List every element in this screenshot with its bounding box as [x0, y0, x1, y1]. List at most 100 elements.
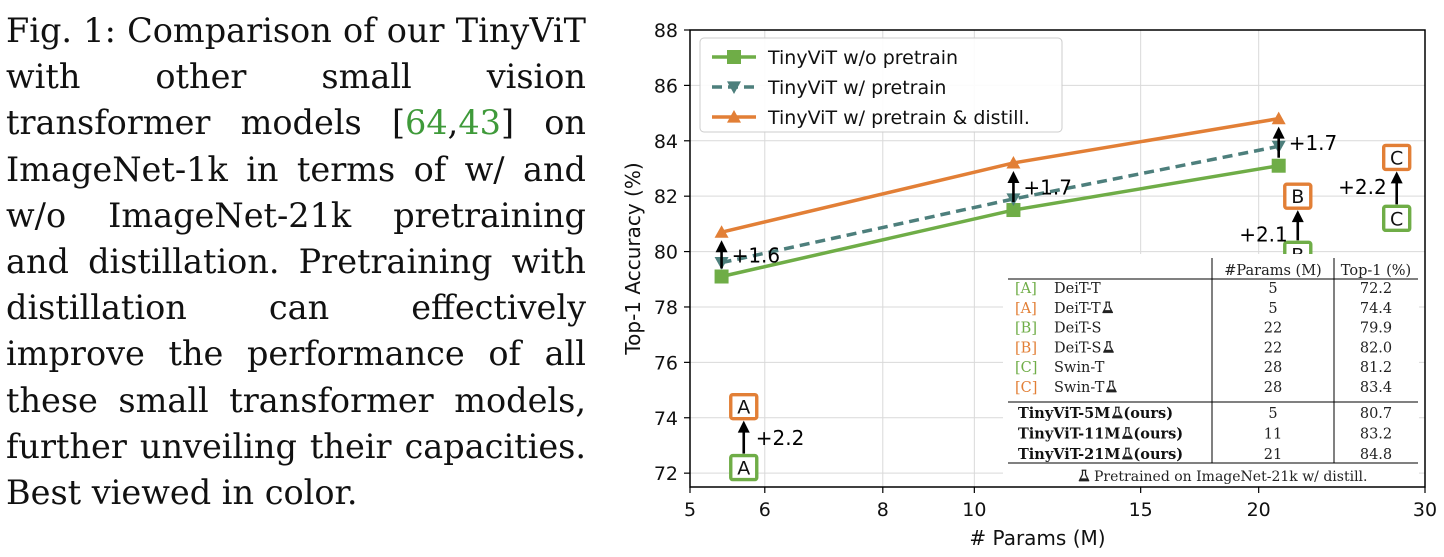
table-row-tag: [C]: [1015, 380, 1037, 396]
y-tick-label: 82: [654, 186, 678, 208]
y-tick-label: 88: [654, 20, 678, 42]
table-ours-top1: 80.7: [1360, 406, 1392, 422]
model-gain-label: +2.2: [756, 426, 805, 450]
table-row-params: 28: [1264, 360, 1282, 376]
flask-icon: [1122, 427, 1133, 439]
figure-caption: Fig. 1: Comparison of our TinyViT with o…: [6, 8, 586, 516]
table-ours-params: 5: [1268, 406, 1277, 422]
y-tick-label: 84: [654, 131, 678, 153]
legend-marker: [727, 110, 741, 123]
table-ours-top1: 83.2: [1360, 427, 1392, 443]
x-tick-label: 15: [1129, 499, 1153, 521]
model-point-after-letter: C: [1390, 147, 1403, 169]
y-tick-label: 78: [654, 297, 678, 319]
improvement-arrow-head: [715, 240, 728, 253]
y-tick-label: 86: [654, 75, 678, 97]
flask-icon: [1122, 447, 1133, 460]
flask-liquid: [1079, 478, 1089, 481]
y-tick-label: 74: [654, 408, 678, 430]
improvement-label: +1.6: [732, 243, 781, 267]
flask-liquid: [1122, 435, 1133, 439]
series-line-2: [721, 116, 1279, 234]
legend: TinyViT w/o pretrain TinyViT w/ pretrain T…: [699, 37, 1063, 133]
series-point: [1006, 203, 1021, 218]
caption-text-b: on ImageNet-1k in terms of w/ and w/o Im…: [6, 103, 586, 513]
table-row-model: DeiT-T: [1054, 301, 1101, 317]
table-row-tag: [B]: [1015, 321, 1037, 337]
table-row-top1: 82.0: [1360, 340, 1392, 356]
improvement-arrow-head: [1007, 170, 1020, 183]
caption-cite-close: ]: [500, 103, 515, 143]
table-row-top1: 79.9: [1360, 321, 1392, 337]
flask-liquid: [1103, 349, 1114, 353]
table-row-top1: 81.2: [1360, 360, 1392, 376]
results-table: #Params (M) Top-1 (%) [A] DeiT-T 5 72.2 [A] Dei…: [1003, 254, 1419, 486]
table-row-tag: [A]: [1015, 281, 1037, 297]
table-row-tag: [A]: [1015, 301, 1037, 317]
series-point: [1006, 155, 1021, 169]
citation-link-64[interactable]: 64: [405, 103, 448, 143]
table-row-params: 28: [1264, 380, 1282, 396]
x-tick-label: 5: [684, 499, 696, 521]
table-row-params: 5: [1268, 281, 1277, 297]
caption-text-a: Comparison of our TinyViT with other sma…: [6, 11, 586, 143]
table-row-params: 22: [1264, 340, 1282, 356]
table-ours-model: TinyViT-11M: [1018, 426, 1120, 443]
flask-icon: [1106, 380, 1117, 393]
table-row-tag: [B]: [1015, 340, 1037, 356]
table-ours-suffix: (ours): [1123, 405, 1173, 422]
x-tick-label: 8: [877, 499, 889, 521]
x-tick-label: 20: [1247, 499, 1271, 521]
citation-link-43[interactable]: 43: [458, 103, 501, 143]
flask-icon: [1103, 341, 1114, 353]
y-tick-label: 76: [654, 352, 678, 374]
y-tick-label: 72: [654, 463, 678, 485]
series-point: [714, 225, 729, 238]
flask-liquid: [1112, 415, 1123, 418]
table-row-model: DeiT-S: [1054, 321, 1101, 337]
model-gain-arrow-head: [737, 420, 750, 433]
y-tick-label: 80: [654, 242, 678, 264]
model-point-before-box: [1381, 204, 1412, 233]
table-footnote: Pretrained on ImageNet-21k w/ distill.: [1094, 469, 1367, 485]
improvement-arrow-head: [1272, 126, 1285, 139]
model-point-after-letter: A: [737, 397, 750, 419]
table-ours-params: 21: [1264, 447, 1282, 463]
model-point-after-box: [1283, 182, 1313, 210]
y-axis-label: Top-1 Accuracy (%): [621, 162, 645, 355]
table-row-top1: 74.4: [1360, 301, 1392, 317]
legend-label: TinyViT w/o pretrain: [767, 47, 958, 69]
table-row-top1: 72.2: [1360, 281, 1392, 297]
model-point-after-box: [729, 392, 759, 421]
model-gain-label: +2.1: [1239, 222, 1288, 246]
x-tick-label: 10: [962, 499, 986, 521]
flask-liquid: [1122, 456, 1133, 459]
series-point: [1271, 111, 1286, 125]
model-point-after-letter: B: [1291, 186, 1304, 208]
table-header-params: #Params (M): [1224, 263, 1321, 279]
legend-box: [699, 37, 1063, 133]
table-row-model: Swin-T: [1054, 380, 1105, 396]
table-row-params: 22: [1264, 321, 1282, 337]
caption-cite-sep: ,: [447, 103, 459, 143]
model-gain-arrow-head: [1390, 171, 1403, 184]
model-point-before-box: [729, 453, 759, 482]
series-line-1: [721, 144, 1280, 265]
table-ours-top1: 84.8: [1360, 447, 1392, 463]
model-point-before-letter: A: [737, 458, 750, 480]
x-tick-label: 6: [759, 499, 771, 521]
improvement-label: +1.7: [1289, 131, 1338, 155]
caption-label: Fig. 1:: [6, 11, 116, 50]
plot-frame: [689, 29, 1426, 488]
legend-marker: [727, 81, 741, 94]
table-row-model: DeiT-S: [1054, 340, 1101, 356]
legend-label: TinyViT w/ pretrain & distill.: [767, 107, 1030, 129]
model-gain-arrow-head: [1291, 210, 1304, 223]
table-row-tag: [C]: [1015, 360, 1037, 376]
model-gain-label: +2.2: [1338, 175, 1387, 199]
table-row-top1: 83.4: [1360, 380, 1392, 396]
table-header-top1: Top-1 (%): [1341, 263, 1411, 279]
table-ours-params: 11: [1264, 427, 1282, 443]
x-tick-label: 30: [1413, 499, 1437, 521]
